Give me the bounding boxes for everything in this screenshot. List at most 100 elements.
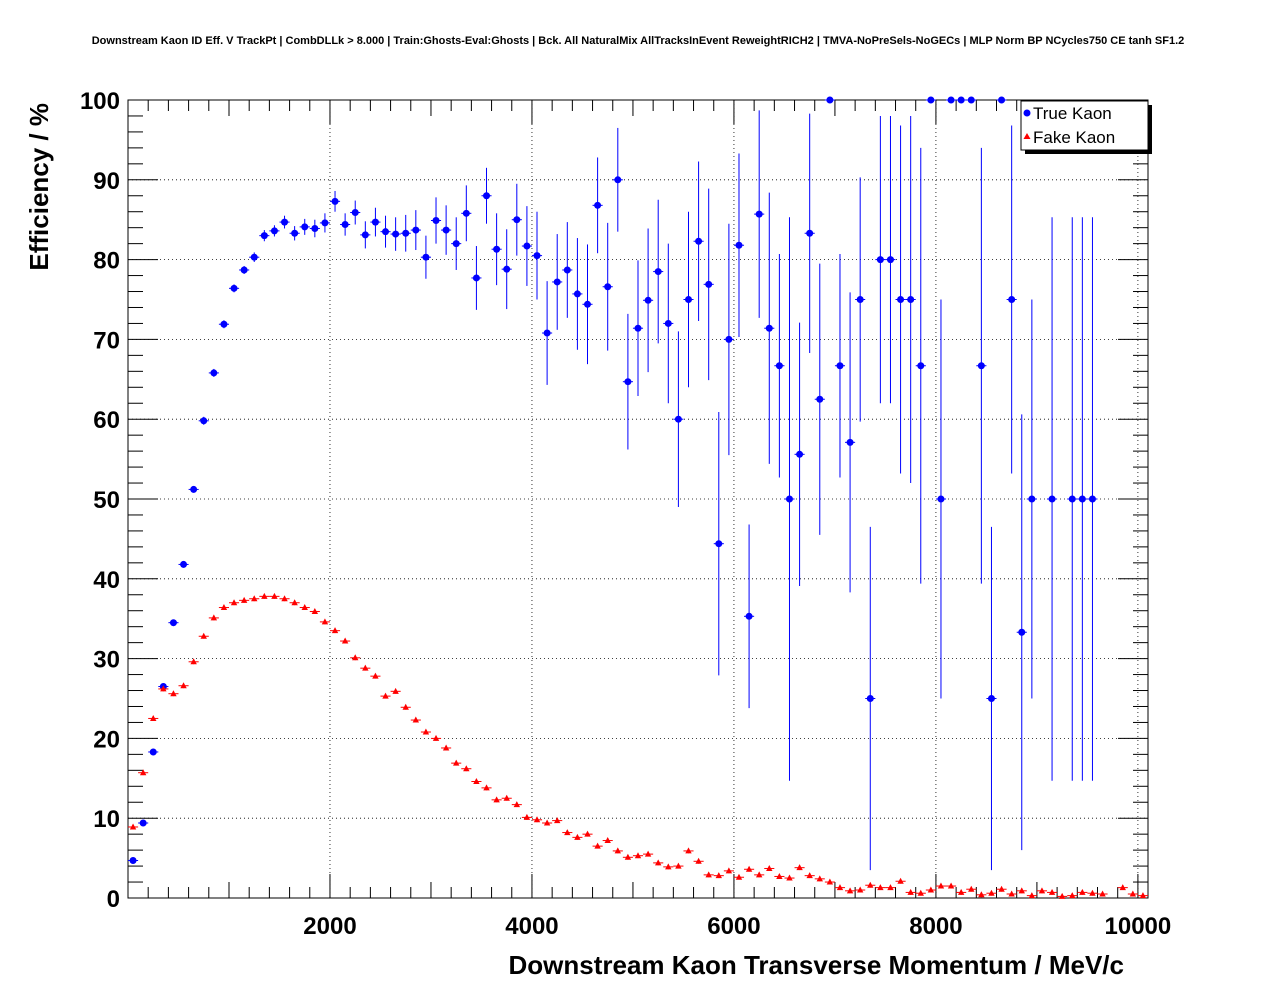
series-fake-kaon <box>128 592 1148 899</box>
data-marker <box>1008 890 1015 897</box>
true-kaon-point <box>956 96 967 104</box>
true-kaon-point <box>713 412 724 676</box>
true-kaon-point <box>754 110 765 318</box>
fake-kaon-point <box>259 592 270 599</box>
data-marker <box>250 253 258 261</box>
fake-kaon-point <box>319 618 330 625</box>
fake-kaon-point <box>875 884 886 891</box>
fake-kaon-point <box>733 873 745 880</box>
legend-box <box>1020 100 1149 151</box>
fake-kaon-point <box>683 847 694 854</box>
data-marker <box>705 280 713 288</box>
fake-kaon-point <box>905 888 916 895</box>
true-kaon-point <box>723 223 734 456</box>
true-kaon-point <box>208 368 219 377</box>
fake-kaon-point <box>865 881 876 888</box>
true-kaon-point <box>511 183 522 256</box>
fake-kaon-point <box>511 801 522 808</box>
fake-kaon-point <box>430 734 442 741</box>
data-marker <box>957 888 965 895</box>
fake-kaon-point <box>855 886 866 893</box>
true-kaon-point <box>309 219 320 238</box>
true-kaon-point <box>259 230 270 242</box>
data-marker <box>371 218 379 226</box>
true-kaon-point <box>521 206 532 286</box>
true-kaon-point <box>380 215 391 248</box>
data-marker <box>1099 890 1106 897</box>
data-marker <box>341 220 349 228</box>
y-tick-label: 40 <box>93 567 120 594</box>
data-marker <box>392 230 400 238</box>
data-marker <box>331 627 339 634</box>
data-marker <box>129 856 137 864</box>
data-marker <box>766 864 773 871</box>
fake-kaon-point <box>834 884 846 891</box>
y-tick-label: 90 <box>93 168 120 195</box>
data-marker <box>725 335 733 343</box>
true-kaon-point <box>794 322 805 586</box>
fake-kaon-point <box>279 595 290 602</box>
fake-kaon-point <box>168 690 179 697</box>
true-kaon-point <box>986 526 997 871</box>
data-marker <box>270 227 278 235</box>
fake-kaon-point <box>925 886 936 893</box>
fake-kaon-point <box>501 794 512 801</box>
data-marker <box>654 859 662 866</box>
fake-kaon-point <box>128 823 139 830</box>
data-marker <box>765 324 773 332</box>
legend: True Kaon Fake Kaon <box>1020 100 1152 154</box>
fake-kaon-point <box>956 888 967 895</box>
data-marker <box>503 265 511 273</box>
data-marker <box>957 96 965 104</box>
data-marker <box>483 192 491 200</box>
data-marker <box>594 201 602 209</box>
fake-kaon-point <box>845 887 856 894</box>
true-kaon-point <box>885 115 896 404</box>
true-kaon-point <box>228 284 240 293</box>
data-marker <box>998 96 1006 104</box>
data-marker <box>684 296 692 303</box>
data-marker <box>493 245 501 253</box>
true-kaon-point <box>622 313 633 450</box>
data-marker <box>846 887 854 894</box>
true-kaon-point <box>1077 217 1088 781</box>
fake-kaon-point <box>946 882 957 889</box>
fake-kaon-point <box>148 714 159 721</box>
data-marker <box>917 362 925 370</box>
data-marker <box>644 850 652 857</box>
data-marker <box>745 865 753 872</box>
data-marker <box>584 830 591 837</box>
true-kaon-point <box>582 244 593 365</box>
data-marker <box>886 256 894 264</box>
fake-kaon-point <box>380 692 391 699</box>
true-kaon-point <box>128 856 139 864</box>
true-kaon-point <box>218 320 229 329</box>
data-marker <box>563 266 571 274</box>
true-kaon-point <box>865 526 876 871</box>
true-kaon-point <box>299 218 310 235</box>
true-kaon-point <box>329 190 341 212</box>
data-marker <box>897 296 905 303</box>
data-marker <box>139 769 147 776</box>
data-marker <box>543 329 551 337</box>
true-kaon-point <box>562 222 573 318</box>
fake-kaon-point <box>602 837 613 844</box>
data-marker <box>1139 892 1147 899</box>
true-kaon-point <box>632 260 644 397</box>
data-marker <box>169 619 177 627</box>
data-marker <box>382 228 390 236</box>
data-marker <box>564 829 571 836</box>
fake-kaon-point <box>713 872 724 879</box>
fake-kaon-point <box>441 744 452 751</box>
fake-kaon-point <box>208 614 219 621</box>
data-marker <box>503 794 510 801</box>
data-marker <box>139 819 147 827</box>
fake-kaon-point <box>764 864 775 871</box>
data-marker <box>1028 495 1036 503</box>
data-marker <box>755 871 763 878</box>
data-marker <box>978 891 985 898</box>
data-marker <box>1119 884 1126 891</box>
data-marker <box>937 495 945 503</box>
data-marker <box>513 216 521 224</box>
fake-kaon-point <box>410 716 421 723</box>
